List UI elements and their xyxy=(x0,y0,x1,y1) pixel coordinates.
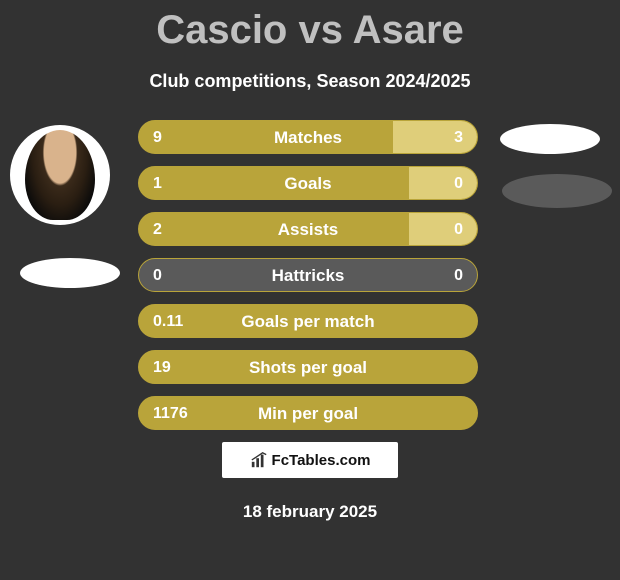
stat-left-value: 1 xyxy=(153,167,162,200)
stat-bars-container: 9 Matches 3 1 Goals 0 2 Assists 0 0 Hatt… xyxy=(138,120,482,442)
player-left-avatar xyxy=(10,125,110,225)
avatar-shadow-left xyxy=(20,258,120,288)
bar-right-fill xyxy=(393,121,478,153)
avatar-face-placeholder xyxy=(25,130,95,220)
player-right-avatar-placeholder xyxy=(500,124,600,154)
stat-right-value: 0 xyxy=(454,213,463,246)
stat-bar-matches: 9 Matches 3 xyxy=(138,120,478,154)
stat-left-value: 0.11 xyxy=(153,305,183,338)
stat-left-value: 19 xyxy=(153,351,171,384)
stat-left-value: 2 xyxy=(153,213,162,246)
page-subtitle: Club competitions, Season 2024/2025 xyxy=(0,71,620,92)
bar-right-fill xyxy=(409,167,477,199)
stat-bar-assists: 2 Assists 0 xyxy=(138,212,478,246)
page-title: Cascio vs Asare xyxy=(0,0,620,53)
fctables-badge: FcTables.com xyxy=(222,442,398,478)
stat-right-value: 0 xyxy=(454,167,463,200)
avatar-shadow-right xyxy=(502,174,612,208)
stat-bar-goals: 1 Goals 0 xyxy=(138,166,478,200)
stat-bar-shots-per-goal: 19 Shots per goal xyxy=(138,350,478,384)
stat-right-value: 0 xyxy=(454,259,463,292)
stat-right-value: 3 xyxy=(454,121,463,154)
bar-right-fill xyxy=(409,213,477,245)
stat-bar-min-per-goal: 1176 Min per goal xyxy=(138,396,478,430)
chart-icon xyxy=(250,451,268,469)
stat-left-value: 1176 xyxy=(153,397,188,430)
date-label: 18 february 2025 xyxy=(0,502,620,522)
stat-left-value: 0 xyxy=(153,259,162,292)
stat-label: Hattricks xyxy=(139,259,477,292)
stat-bar-goals-per-match: 0.11 Goals per match xyxy=(138,304,478,338)
stat-label: Shots per goal xyxy=(139,351,477,384)
stat-label: Goals per match xyxy=(139,305,477,338)
stat-left-value: 9 xyxy=(153,121,162,154)
stat-label: Min per goal xyxy=(139,397,477,430)
stat-bar-hattricks: 0 Hattricks 0 xyxy=(138,258,478,292)
fctables-label: FcTables.com xyxy=(272,452,371,469)
